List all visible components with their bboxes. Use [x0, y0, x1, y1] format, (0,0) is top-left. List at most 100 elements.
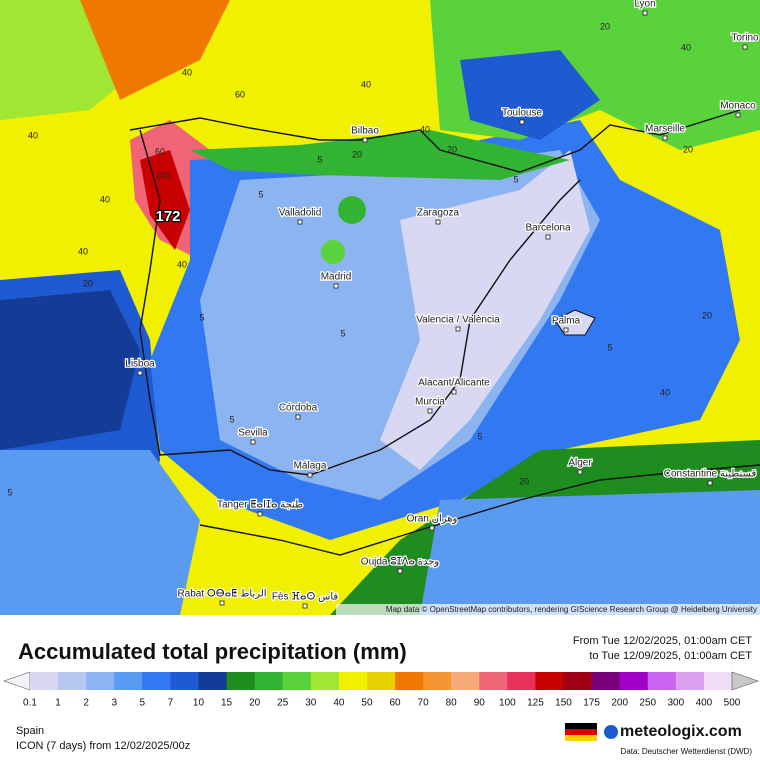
logo-icon [604, 725, 618, 739]
area [420, 490, 760, 615]
city-marker [250, 439, 256, 445]
legend-label: 500 [724, 698, 741, 709]
legend-label: 0.1 [23, 698, 37, 709]
legend-swatch [198, 672, 228, 690]
city-label: Lisboa [125, 359, 155, 370]
legend-swatch [507, 672, 536, 690]
legend-label: 90 [474, 698, 486, 709]
legend-swatch [479, 672, 508, 690]
contour-label: 5 [513, 174, 518, 184]
legend-swatch [395, 672, 424, 690]
city-label: Palma [552, 316, 581, 327]
legend-label: 400 [696, 698, 713, 709]
contour-label: 20 [447, 144, 457, 154]
contour-label: 20 [600, 21, 610, 31]
legend-label: 10 [193, 698, 205, 709]
area [190, 130, 570, 180]
contour-label: 5 [258, 189, 263, 199]
legend-label: 20 [249, 698, 261, 709]
city-marker [563, 327, 569, 333]
city-marker [545, 234, 551, 240]
legend-label: 5 [140, 698, 146, 709]
city-label: Zaragoza [417, 208, 460, 219]
contour-label: 5 [7, 487, 12, 497]
city-marker [333, 283, 339, 289]
city-marker [397, 568, 403, 574]
legend-swatch [226, 672, 256, 690]
city-label: Bilbao [351, 126, 379, 137]
legend-swatch [142, 672, 171, 690]
contour-label: 5 [607, 342, 612, 352]
legend-swatch [338, 672, 368, 690]
legend-label: 60 [389, 698, 401, 709]
to: to Tue 12/09/2025, 01:00am CET [589, 650, 752, 662]
legend-label: 25 [277, 698, 289, 709]
area [460, 50, 600, 140]
map: 40 40 40 60 40 40 60 100 40 20 40 5 20 20 40 20 20 5 5 5 5 5 5… [0, 0, 760, 615]
region: Spain [16, 725, 44, 737]
legend-swatch [170, 672, 199, 690]
city-label: Alacant/Alicante [418, 378, 490, 389]
contour-label: 40 [361, 79, 371, 89]
legend-swatch [647, 672, 677, 690]
legend-swatch [703, 672, 733, 690]
contour-label: 40 [182, 67, 192, 77]
city-marker [451, 389, 457, 395]
legend-label: 80 [446, 698, 458, 709]
legend-label: 30 [305, 698, 317, 709]
legend-swatch [254, 672, 284, 690]
city-marker [577, 469, 583, 475]
contour-label: 60 [235, 89, 245, 99]
legend-swatch [591, 672, 621, 690]
city-marker [257, 511, 263, 517]
city-label: Monaco [720, 101, 756, 112]
legend-label: 2 [83, 698, 89, 709]
legend-label: 15 [221, 698, 233, 709]
legend-label: 250 [639, 698, 656, 709]
city-label: Sevilla [238, 428, 268, 439]
brand: meteologix.com [620, 723, 742, 740]
legend-swatch [423, 672, 452, 690]
city-label: Murcia [415, 397, 445, 408]
city-label: Oran وهران [407, 514, 458, 525]
contour-label: 5 [340, 328, 345, 338]
legend-label: 125 [527, 698, 544, 709]
area [338, 196, 366, 224]
legend-label: 175 [583, 698, 600, 709]
from: From Tue 12/02/2025, 01:00am CET [573, 635, 752, 647]
legend-swatch [563, 672, 593, 690]
legend-swatch [535, 672, 565, 690]
legend-swatch [619, 672, 649, 690]
contour-label: 5 [199, 312, 204, 322]
contour-label: 20 [519, 476, 529, 486]
contour-label: 100 [155, 170, 170, 180]
contour-label: 20 [683, 144, 693, 154]
legend-swatch [114, 672, 143, 690]
city-marker [455, 326, 461, 332]
city-label: Toulouse [502, 108, 542, 119]
contour-label: 5 [317, 154, 322, 164]
coastline [129, 109, 741, 476]
legend-label: 200 [611, 698, 628, 709]
contour-label: 20 [702, 310, 712, 320]
contour-label: 5 [229, 414, 234, 424]
model: ICON (7 days) from 12/02/2025/00z [16, 740, 190, 752]
contour-label: 40 [660, 387, 670, 397]
area [380, 150, 590, 470]
city-marker [435, 219, 441, 225]
max-label: 172 [155, 208, 180, 225]
city-marker [642, 10, 648, 16]
city-marker [427, 408, 433, 414]
legend-label: 1 [55, 698, 61, 709]
city-marker [519, 119, 525, 125]
city-marker [302, 603, 308, 609]
area [321, 240, 345, 264]
city-marker [742, 44, 748, 50]
contour-label: 60 [155, 146, 165, 156]
source: Data: Deutscher Wetterdienst (DWD) [621, 747, 753, 756]
attribution-bg [336, 604, 760, 615]
contour-label: 40 [28, 130, 38, 140]
legend-label: 50 [361, 698, 373, 709]
legend-swatch [58, 672, 87, 690]
city-label: Constantine قسنطينة [664, 469, 757, 480]
